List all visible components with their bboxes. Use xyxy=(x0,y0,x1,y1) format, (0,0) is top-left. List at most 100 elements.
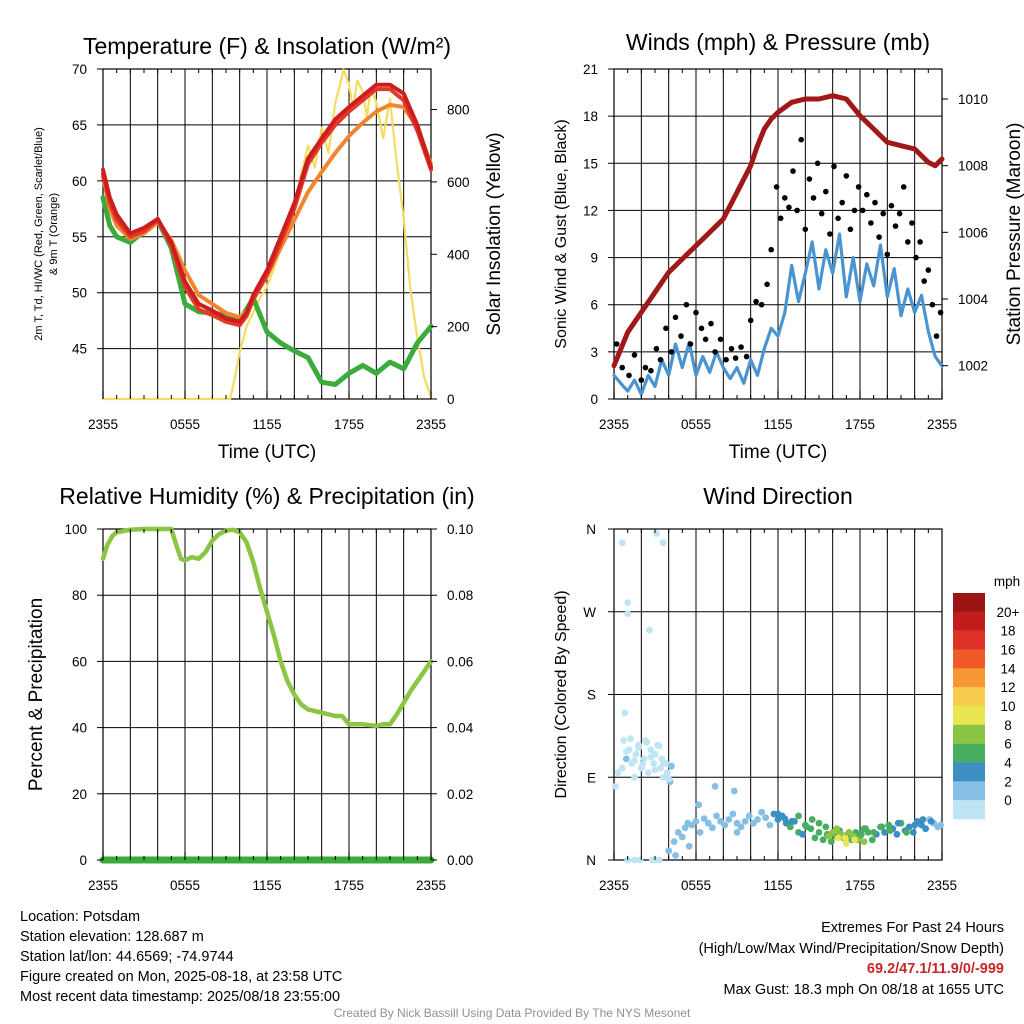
direction-point xyxy=(631,856,638,864)
direction-point xyxy=(692,818,700,825)
direction-point xyxy=(620,737,627,744)
direction-point xyxy=(618,764,626,772)
colorbar-label: 14 xyxy=(1000,661,1016,676)
direction-point xyxy=(655,856,663,864)
direction-point xyxy=(815,829,823,836)
direction-point xyxy=(922,825,929,833)
direction-point xyxy=(657,764,664,772)
temperature-ytick-label: 70 xyxy=(72,62,87,77)
direction-point xyxy=(622,748,630,755)
wind-direction-ytick-label: W xyxy=(583,605,596,620)
temperature-y2tick-label: 800 xyxy=(447,103,470,118)
wind-direction-xtick-label: 2355 xyxy=(599,878,629,893)
direction-point xyxy=(665,775,673,783)
winds-xtick-label: 2355 xyxy=(927,417,957,432)
direction-point xyxy=(795,812,802,820)
gust-point xyxy=(859,207,866,214)
direction-point xyxy=(721,821,729,829)
gust-point xyxy=(653,345,660,352)
direction-point xyxy=(674,829,682,836)
direction-point xyxy=(841,834,849,842)
direction-point xyxy=(635,744,642,752)
direction-point xyxy=(927,818,935,825)
gust-point xyxy=(929,301,936,308)
temperature-xtick-label: 2355 xyxy=(416,417,446,432)
winds-ytick-label: 18 xyxy=(583,109,598,124)
gust-point xyxy=(626,372,632,379)
direction-point xyxy=(730,787,738,795)
direction-point xyxy=(762,814,770,822)
temperature-ytick-label: 45 xyxy=(72,342,87,357)
direction-point xyxy=(834,834,842,842)
gust-point xyxy=(888,202,895,209)
direction-point xyxy=(903,829,910,836)
colorbar-label: 4 xyxy=(1004,756,1012,771)
humidity-xtick-label: 1755 xyxy=(334,878,364,893)
wind-direction-ytick-label: S xyxy=(587,688,596,703)
humidity-y2tick-label: 0.08 xyxy=(447,588,473,603)
direction-point xyxy=(894,819,902,827)
gust-point xyxy=(900,184,907,190)
direction-point xyxy=(754,816,761,823)
gust-point xyxy=(728,345,735,352)
direction-point xyxy=(909,829,917,836)
colorbar-swatch xyxy=(953,781,985,801)
direction-point xyxy=(700,815,708,822)
colorbar-swatch xyxy=(953,630,985,650)
direction-point xyxy=(665,847,673,855)
extremes-block: Extremes For Past 24 Hours (High/Low/Max… xyxy=(699,918,1004,1000)
gust-point xyxy=(839,199,845,206)
humidity-ylabel: Percent & Precipitation xyxy=(26,598,47,791)
gust-point xyxy=(827,231,833,237)
gust-point xyxy=(818,210,825,217)
gust-point xyxy=(798,136,804,143)
direction-point xyxy=(644,769,652,777)
temperature-ylabel-line2: & 9m T (Orange) xyxy=(48,193,60,275)
direction-point xyxy=(614,769,622,777)
gust-point xyxy=(843,173,850,179)
humidity-xtick-label: 0555 xyxy=(170,878,200,893)
gust-point xyxy=(786,204,792,211)
direction-point xyxy=(811,834,819,842)
direction-point xyxy=(631,773,638,781)
gust-point xyxy=(708,320,714,327)
wind-direction-xtick-label: 0555 xyxy=(681,878,711,893)
gust-point xyxy=(913,254,919,261)
winds-y2tick-label: 1002 xyxy=(958,359,988,374)
temperature-xtick-label: 2355 xyxy=(88,417,118,432)
humidity-y2tick-label: 0.10 xyxy=(447,522,473,537)
recent-data-text: Most recent data timestamp: 2025/08/18 2… xyxy=(20,989,341,1005)
direction-point xyxy=(822,823,830,831)
direction-point xyxy=(659,539,667,547)
wind-direction-title: Wind Direction xyxy=(703,483,853,509)
colorbar-label: 6 xyxy=(1004,737,1012,752)
gust-point xyxy=(851,207,858,214)
gust-point xyxy=(732,355,739,361)
direction-point xyxy=(678,833,686,841)
gust-point xyxy=(872,199,878,206)
direction-point xyxy=(886,827,894,834)
wind-direction-ylabel: Direction (Colored By Speed) xyxy=(553,590,570,798)
colorbar-label: 18 xyxy=(1000,624,1015,639)
direction-point xyxy=(711,783,719,790)
gust-point xyxy=(657,356,664,363)
direction-point xyxy=(647,753,655,761)
direction-point xyxy=(851,836,858,844)
colorbar-label: 10 xyxy=(1000,699,1015,714)
winds-ylabel: Sonic Wind & Gust (Blue, Black) xyxy=(553,119,570,348)
gust-point xyxy=(777,215,784,222)
direction-point xyxy=(646,626,653,634)
direction-point xyxy=(905,823,913,831)
colorbar-label: 16 xyxy=(1000,643,1015,658)
direction-point xyxy=(737,823,745,831)
latlon-text: Station lat/lon: 44.6569; -74.9744 xyxy=(20,949,234,965)
humidity-ytick-label: 0 xyxy=(79,853,87,868)
humidity-xtick-label: 2355 xyxy=(416,878,446,893)
winds-ytick-label: 0 xyxy=(590,392,598,407)
temp-2m-line xyxy=(101,82,433,324)
gust-point xyxy=(810,195,817,201)
humidity-y2tick-label: 0.06 xyxy=(447,654,473,669)
temperature-ytick-label: 55 xyxy=(72,230,87,245)
